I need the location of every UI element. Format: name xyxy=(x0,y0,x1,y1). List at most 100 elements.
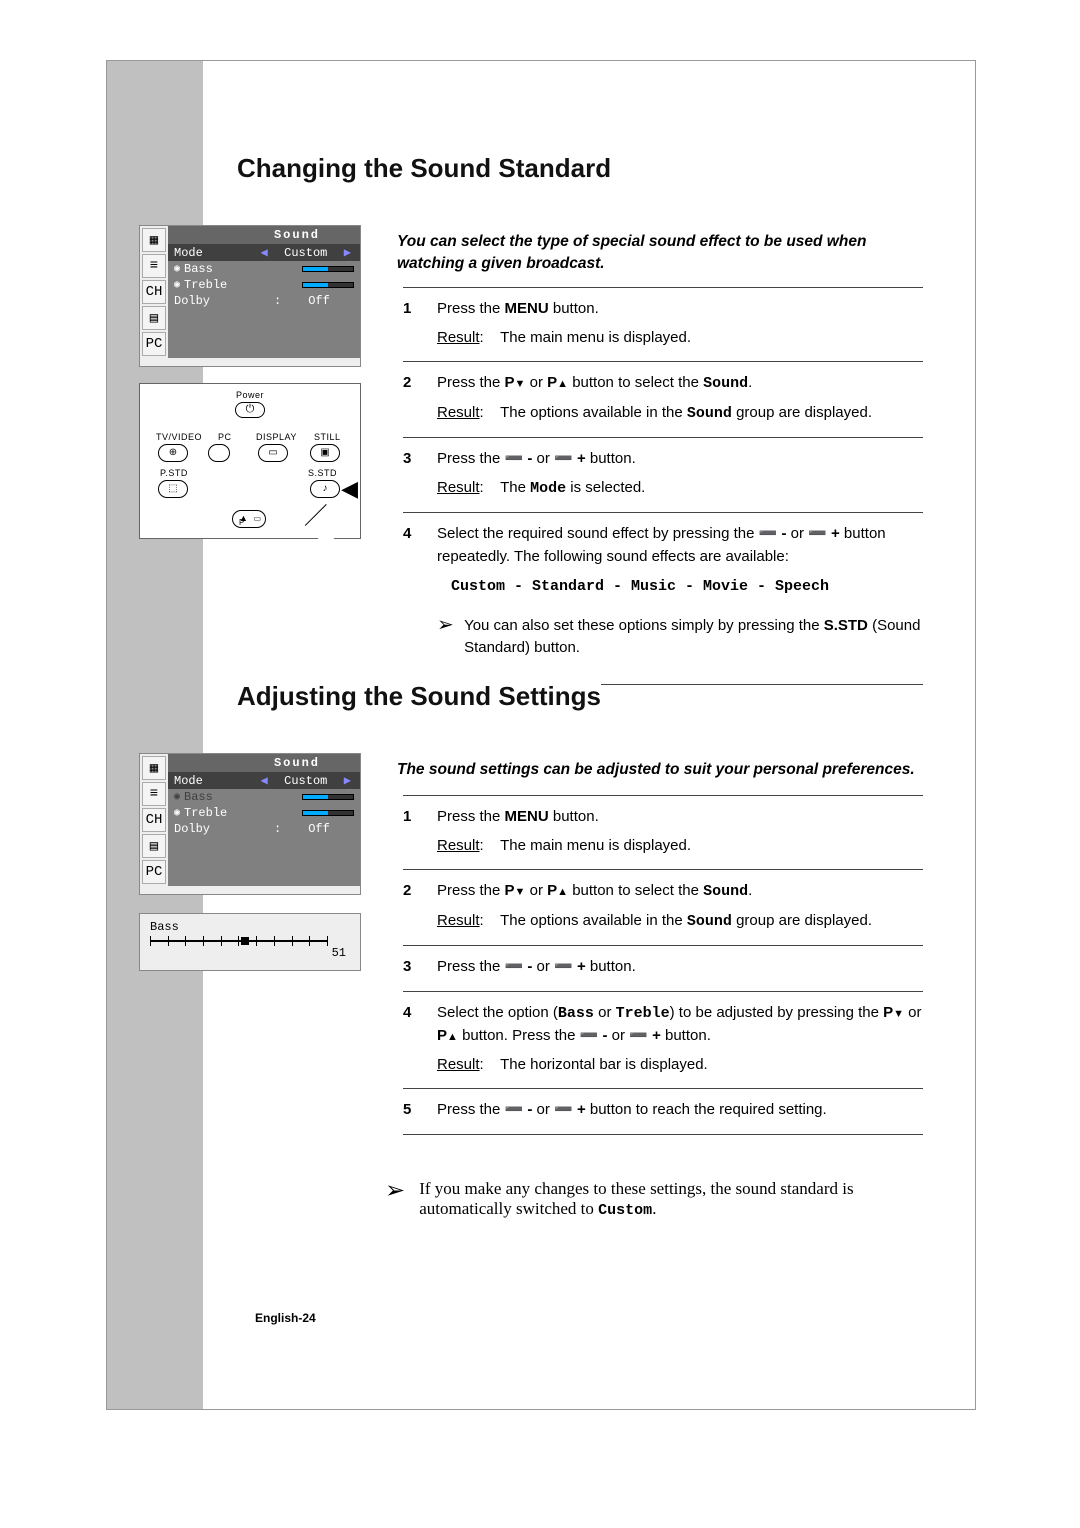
sstd-icon: ♪ xyxy=(323,483,328,494)
step-number: 1 xyxy=(403,298,437,349)
section2-intro: The sound settings can be adjusted to su… xyxy=(397,759,957,781)
step-body: Press the MENU button. Result: The main … xyxy=(437,298,923,349)
osd-mode-label: Mode xyxy=(174,774,258,788)
step-body: Press the ➖ - or ➖ + button. xyxy=(437,956,923,979)
osd-dolby-label: Dolby xyxy=(174,822,274,836)
remote-label-display: DISPLAY xyxy=(256,432,297,442)
remote-pc-button[interactable] xyxy=(208,444,230,462)
section-title-2: Adjusting the Sound Settings xyxy=(237,677,601,716)
radio-icon: ◉ xyxy=(174,807,180,819)
osd-icon: ▤ xyxy=(142,834,166,858)
result-label: Result xyxy=(437,329,480,346)
bass-label: Bass xyxy=(150,920,350,934)
remote-tvvideo-button[interactable]: ⊕ xyxy=(158,444,188,462)
osd-dolby-value: Off xyxy=(284,822,354,836)
still-icon: ▣ xyxy=(320,447,329,458)
callout-arrow-icon: ◀ xyxy=(341,476,358,502)
step-row: 4 Select the required sound effect by pr… xyxy=(403,512,923,685)
step-body: Select the required sound effect by pres… xyxy=(437,523,923,672)
step-number: 1 xyxy=(403,806,437,857)
step-number: 4 xyxy=(403,523,437,672)
text-bold: Custom xyxy=(598,1202,652,1219)
step-body: Press the P or P button to select the So… xyxy=(437,372,923,425)
osd-icon: ▦ xyxy=(142,756,166,780)
step-body: Press the P or P button to select the So… xyxy=(437,880,923,933)
osd-side-icons: ▦ ≡ CH ▤ PC xyxy=(140,754,168,886)
remote-label-power: Power xyxy=(236,390,264,400)
bass-marker xyxy=(241,937,249,945)
note: ➢ You can also set these options simply … xyxy=(437,607,923,672)
section1-steps: 1 Press the MENU button. Result: The mai… xyxy=(403,287,923,685)
remote-pstd-button[interactable]: ⬚ xyxy=(158,480,188,498)
bass-value: 51 xyxy=(150,946,350,960)
section-title-1: Changing the Sound Standard xyxy=(237,149,611,188)
osd-mode-value: Custom xyxy=(271,774,341,788)
text-bold: S.STD xyxy=(824,617,868,634)
remote-label-pc: PC xyxy=(218,432,232,442)
note-icon: ➢ xyxy=(385,1179,419,1203)
osd-icon: ≡ xyxy=(142,782,166,806)
step-row: 5 Press the ➖ - or ➖ + button to reach t… xyxy=(403,1088,923,1135)
osd-row-treble: ◉ Treble xyxy=(168,277,360,293)
section2-note: ➢ If you make any changes to these setti… xyxy=(385,1171,945,1231)
remote-power-button[interactable]: ⏻ xyxy=(235,402,265,418)
step-row: 1 Press the MENU button. Result: The mai… xyxy=(403,795,923,869)
remote-still-button[interactable]: ▣ xyxy=(310,444,340,462)
remote-label-pstd: P.STD xyxy=(160,468,188,478)
effects-list: Custom - Standard - Music - Movie - Spee… xyxy=(451,576,923,599)
osd-icon: CH xyxy=(142,280,166,304)
osd-mode-label: Mode xyxy=(174,246,258,260)
osd-icon: ≡ xyxy=(142,254,166,278)
osd-treble-label: Treble xyxy=(184,278,302,292)
step-number: 2 xyxy=(403,372,437,425)
step-row: 3 Press the ➖ - or ➖ + button. Result: T… xyxy=(403,437,923,512)
osd-row-bass: ◉ Bass xyxy=(168,789,360,805)
step-row: 2 Press the P or P button to select the … xyxy=(403,361,923,437)
osd-sound-menu-2: ▦ ≡ CH ▤ PC Sound Mode ◀ Custom ▶ ◉ Bass xyxy=(139,753,361,895)
osd-side-icons: ▦ ≡ CH ▤ PC xyxy=(140,226,168,358)
section2-steps: 1 Press the MENU button. Result: The mai… xyxy=(403,795,923,1135)
step-row: 2 Press the P or P button to select the … xyxy=(403,869,923,945)
result-label: Result xyxy=(437,837,480,854)
step-number: 3 xyxy=(403,448,437,500)
result-label: Result xyxy=(437,404,480,421)
osd-dolby-value: Off xyxy=(284,294,354,308)
page-frame: Changing the Sound Standard ▦ ≡ CH ▤ PC … xyxy=(106,60,976,1410)
osd-bass-slider: Bass 51 xyxy=(139,913,361,971)
osd-bass-label: Bass xyxy=(184,790,302,804)
step-body: Select the option (Bass or Treble) to be… xyxy=(437,1002,923,1077)
remote-sstd-button[interactable]: ♪ xyxy=(310,480,340,498)
remote-corner-cut xyxy=(305,504,347,546)
osd-dolby-label: Dolby xyxy=(174,294,274,308)
osd-title: Sound xyxy=(168,226,360,244)
radio-icon: ◉ xyxy=(174,263,180,275)
step-number: 3 xyxy=(403,956,437,979)
remote-display-button[interactable]: ▭ xyxy=(258,444,288,462)
osd-icon: CH xyxy=(142,808,166,832)
osd-icon: PC xyxy=(142,860,166,884)
osd-row-mode: Mode ◀ Custom ▶ xyxy=(168,772,360,789)
pstd-icon: ⬚ xyxy=(168,483,177,494)
osd-title: Sound xyxy=(168,754,360,772)
osd-row-bass: ◉ Bass xyxy=(168,261,360,277)
remote-nav-button[interactable]: ▲ P ▭ xyxy=(232,510,266,528)
result-text: The horizontal bar is displayed. xyxy=(500,1056,708,1073)
page-number: English-24 xyxy=(255,1311,316,1325)
input-icon: ⊕ xyxy=(169,447,177,458)
result-label: Result xyxy=(437,479,480,496)
result-label: Result xyxy=(437,912,480,929)
ok-indicator: ▭ xyxy=(253,514,261,523)
power-icon: ⏻ xyxy=(246,403,255,416)
remote-label-still: STILL xyxy=(314,432,341,442)
bass-track xyxy=(150,940,328,942)
note-icon: ➢ xyxy=(437,615,464,635)
text: button. xyxy=(549,300,599,317)
osd-row-dolby: Dolby : Off xyxy=(168,821,360,837)
step-number: 2 xyxy=(403,880,437,933)
text: You can also set these options simply by… xyxy=(464,617,824,634)
result-text: The main menu is displayed. xyxy=(500,837,691,854)
step-body: Press the MENU button. Result: The main … xyxy=(437,806,923,857)
osd-row-mode: Mode ◀ Custom ▶ xyxy=(168,244,360,261)
result-label: Result xyxy=(437,1056,480,1073)
radio-icon: ◉ xyxy=(174,279,180,291)
